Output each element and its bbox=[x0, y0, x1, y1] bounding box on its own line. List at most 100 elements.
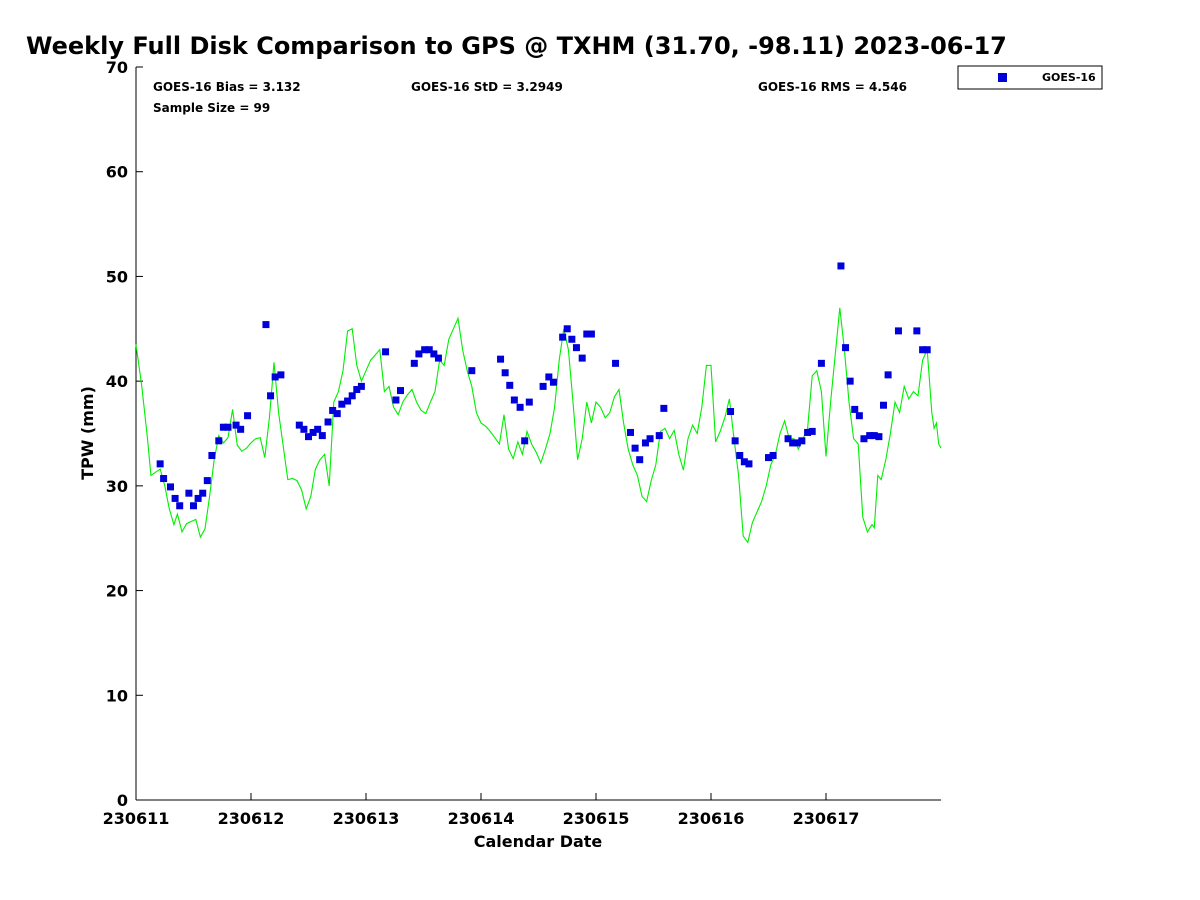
goes16-point bbox=[731, 437, 739, 445]
goes16-point bbox=[176, 502, 184, 510]
goes16-point bbox=[318, 432, 326, 440]
goes16-point bbox=[539, 382, 547, 390]
bias-stat: GOES-16 Bias = 3.132 bbox=[153, 80, 301, 94]
y-axis-ticks: 0 10 20 30 40 50 60 70 bbox=[106, 58, 143, 810]
goes16-point bbox=[305, 433, 312, 441]
goes16-point bbox=[271, 373, 279, 381]
x-tick-label: 230615 bbox=[563, 809, 630, 828]
goes16-point bbox=[740, 458, 748, 466]
y-tick-label: 0 bbox=[117, 791, 128, 810]
goes16-point bbox=[194, 494, 202, 502]
goes16-point bbox=[769, 451, 777, 459]
goes16-point bbox=[646, 435, 654, 443]
x-tick-label: 230614 bbox=[448, 809, 515, 828]
goes16-point bbox=[765, 454, 772, 462]
goes16-point bbox=[277, 371, 285, 379]
goes16-point bbox=[314, 425, 322, 433]
legend: GOES-16 bbox=[957, 65, 1103, 90]
goes16-point bbox=[267, 392, 275, 400]
goes16-point bbox=[612, 359, 620, 367]
goes16-point bbox=[156, 460, 164, 468]
goes16-point bbox=[894, 327, 902, 335]
goes16-point bbox=[338, 400, 346, 408]
goes16-point bbox=[324, 418, 332, 426]
goes16-point bbox=[468, 367, 476, 375]
std-stat: GOES-16 StD = 3.2949 bbox=[411, 80, 563, 94]
goes16-point bbox=[501, 369, 509, 377]
goes16-point bbox=[525, 398, 533, 406]
goes16-point bbox=[866, 432, 874, 440]
goes16-point bbox=[583, 330, 591, 338]
legend-box bbox=[957, 65, 1103, 90]
goes16-point bbox=[855, 412, 863, 420]
gps-line bbox=[135, 307, 942, 544]
series-layer bbox=[135, 262, 942, 544]
goes16-point bbox=[232, 421, 240, 429]
goes16-point bbox=[660, 404, 668, 412]
goes16-point bbox=[215, 437, 223, 445]
goes16-point bbox=[208, 451, 216, 459]
goes16-point bbox=[415, 350, 423, 358]
goes16-point bbox=[578, 354, 586, 362]
goes16-point bbox=[808, 427, 816, 435]
goes16-point bbox=[627, 428, 634, 436]
goes16-point bbox=[563, 325, 571, 333]
goes16-point bbox=[851, 405, 859, 413]
goes16-point bbox=[344, 397, 352, 405]
goes16-point bbox=[568, 335, 576, 343]
goes16-point bbox=[510, 396, 518, 404]
y-tick-label: 30 bbox=[106, 477, 128, 496]
y-tick-label: 50 bbox=[106, 267, 128, 286]
goes16-point bbox=[521, 437, 529, 445]
goes16-point bbox=[559, 333, 567, 341]
goes16-point bbox=[572, 344, 580, 352]
goes16-point bbox=[846, 377, 854, 385]
goes16-point bbox=[219, 423, 227, 431]
goes16-point bbox=[357, 382, 365, 390]
goes16-point bbox=[860, 435, 868, 443]
goes16-point bbox=[353, 386, 361, 394]
goes16-point bbox=[203, 477, 211, 485]
goes16-point bbox=[875, 433, 883, 441]
goes16-point bbox=[793, 439, 801, 447]
goes16-point bbox=[549, 378, 557, 386]
goes16-point bbox=[884, 371, 892, 379]
goes16-point bbox=[300, 425, 308, 433]
goes16-point bbox=[641, 439, 649, 447]
goes16-point bbox=[382, 348, 390, 356]
goes16-point bbox=[224, 423, 232, 431]
goes16-point bbox=[804, 428, 812, 436]
x-tick-label: 230611 bbox=[103, 809, 170, 828]
legend-marker bbox=[998, 73, 1007, 82]
y-tick-label: 40 bbox=[106, 372, 128, 391]
x-tick-label: 230613 bbox=[333, 809, 400, 828]
goes16-point bbox=[497, 355, 505, 363]
goes16-point bbox=[798, 437, 806, 445]
goes16-point bbox=[348, 392, 356, 400]
goes16-point bbox=[880, 401, 887, 409]
goes16-point bbox=[784, 435, 792, 443]
goes16-point bbox=[837, 262, 845, 270]
goes16-point bbox=[244, 412, 252, 420]
x-tick-label: 230612 bbox=[218, 809, 285, 828]
goes16-point bbox=[199, 489, 207, 497]
goes16-point bbox=[913, 327, 921, 335]
legend-label: GOES-16 bbox=[1042, 71, 1096, 84]
goes16-point bbox=[736, 451, 744, 459]
y-tick-label: 60 bbox=[106, 163, 128, 182]
goes16-point bbox=[295, 421, 303, 429]
goes16-point bbox=[631, 444, 639, 452]
plot-area: 0 10 20 30 40 50 60 70 230611 230612 230613 230614… bbox=[103, 58, 942, 828]
goes16-point bbox=[516, 403, 524, 411]
goes16-point bbox=[392, 396, 400, 404]
y-tick-label: 20 bbox=[106, 582, 128, 601]
goes16-point bbox=[397, 387, 404, 395]
goes16-point bbox=[923, 346, 931, 354]
plot-frame bbox=[136, 67, 941, 800]
goes16-point bbox=[329, 406, 337, 414]
goes16-point bbox=[160, 475, 168, 483]
goes16-point bbox=[425, 346, 433, 354]
goes16-point bbox=[789, 439, 797, 447]
x-axis-ticks: 230611 230612 230613 230614 230615 230616 2306… bbox=[103, 793, 859, 828]
x-axis-label: Calendar Date bbox=[474, 832, 603, 851]
